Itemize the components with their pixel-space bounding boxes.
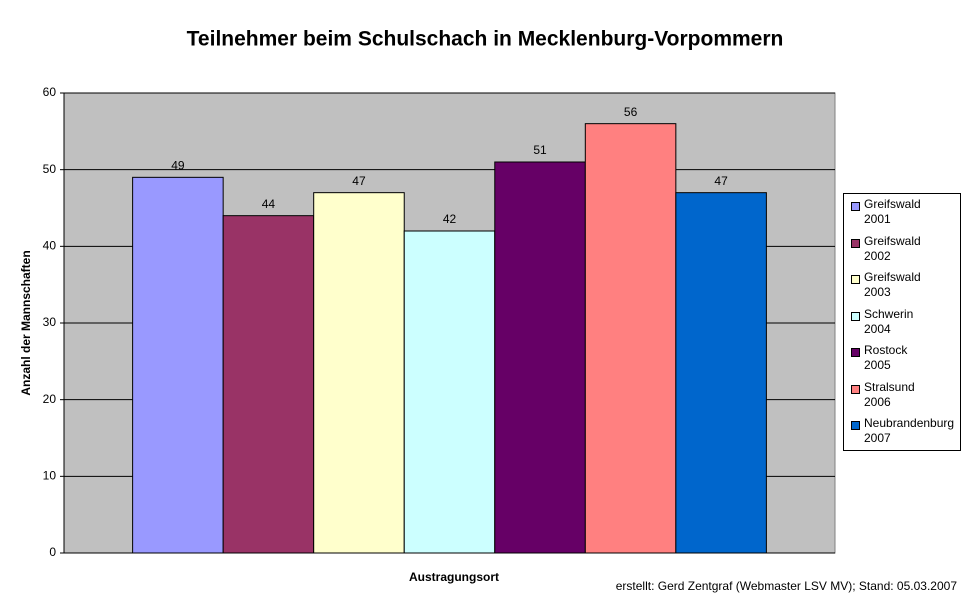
data-label: 51 bbox=[533, 143, 547, 157]
legend-swatch bbox=[851, 275, 860, 284]
legend-label: Greifswald 2001 bbox=[864, 197, 921, 226]
bar bbox=[403, 230, 496, 554]
bar bbox=[494, 161, 586, 554]
legend-label: Stralsund 2006 bbox=[864, 379, 915, 409]
legend-swatch bbox=[851, 384, 860, 394]
y-tick-label: 60 bbox=[43, 85, 57, 99]
bar bbox=[313, 192, 405, 554]
chart-title: Teilnehmer beim Schulschach in Mecklenbu… bbox=[187, 28, 784, 51]
legend-swatch bbox=[851, 311, 860, 321]
legend-label: Greifswald 2003 bbox=[864, 270, 921, 299]
legend-swatch bbox=[851, 421, 860, 430]
y-tick-label: 30 bbox=[43, 315, 57, 329]
data-label: 44 bbox=[262, 197, 276, 211]
data-label: 47 bbox=[352, 174, 366, 188]
data-label: 49 bbox=[171, 159, 185, 173]
y-tick-label: 40 bbox=[43, 239, 57, 253]
data-label: 42 bbox=[443, 212, 457, 226]
note: erstellt: Gerd Zentgraf (Webmaster LSV M… bbox=[616, 579, 958, 593]
legend-label: Greifswald 2002 bbox=[864, 233, 921, 263]
data-label: 47 bbox=[714, 174, 728, 188]
legend-label: Rostock 2005 bbox=[864, 343, 908, 372]
data-label: 56 bbox=[624, 105, 638, 119]
y-tick-label: 50 bbox=[43, 162, 57, 176]
legend-label: Schwerin 2004 bbox=[864, 306, 914, 336]
legend: Greifswald 2001 Greifswald 2002 Greifswald… bbox=[843, 193, 961, 451]
y-tick-label: 20 bbox=[43, 392, 57, 406]
y-tick-label: 0 bbox=[49, 545, 56, 559]
legend-swatch bbox=[851, 202, 860, 211]
bar bbox=[584, 123, 677, 554]
legend-label: Neubrandenburg 2007 bbox=[864, 416, 955, 445]
legend-swatch bbox=[851, 238, 860, 248]
y-axis-title: Anzahl der Mannschaften bbox=[19, 250, 33, 395]
x-axis-title: Austragungsort bbox=[409, 570, 499, 584]
bar bbox=[675, 192, 767, 554]
legend-swatch bbox=[851, 348, 860, 357]
bar bbox=[132, 176, 224, 554]
bar bbox=[222, 215, 315, 554]
y-tick-label: 10 bbox=[43, 469, 57, 483]
